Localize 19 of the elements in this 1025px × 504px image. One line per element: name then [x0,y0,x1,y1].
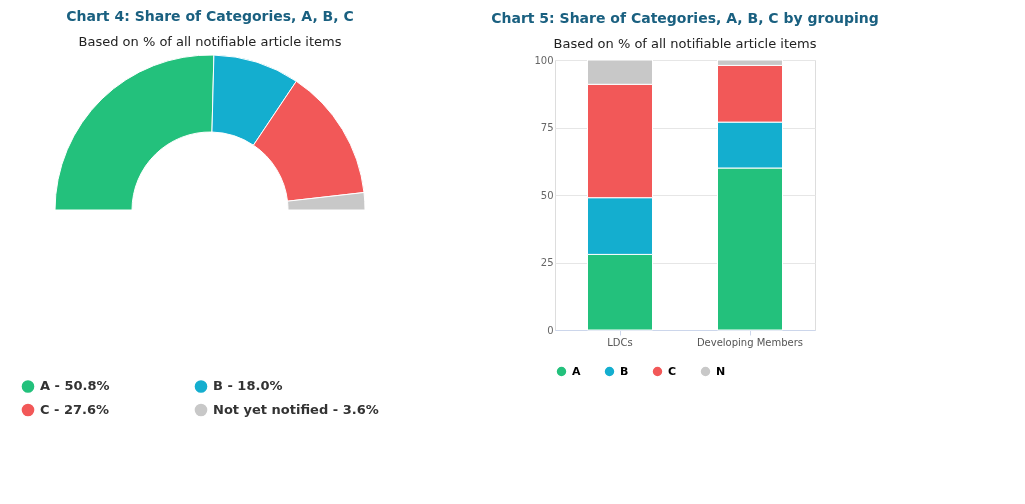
y-tick-label: 100 [534,54,554,66]
legend-label: B [620,364,629,378]
legend-label: A - 50.8% [40,378,110,394]
legend-label: N [716,364,726,378]
legend-label: C [668,364,677,378]
chart-subtitle: Based on % of all notifiable article items [78,34,342,49]
x-tick-label: LDCs [607,336,633,348]
legend-label: Not yet notified - 3.6% [213,402,379,417]
y-tick-label: 75 [540,122,554,133]
y-tick-label: 0 [547,324,554,336]
legend-label: C - 27.6% [40,402,110,417]
y-tick-label: 50 [540,189,554,201]
x-tick-label: Developing Members [696,336,804,348]
chart-title: Chart 5: Share of Categories, A, B, C by grouping [491,10,879,26]
chart-subtitle: Based on % of all notifiable article items [553,36,817,51]
legend-label: A [572,364,581,378]
legend-label: B - 18.0% [213,378,283,394]
y-tick-label: 25 [540,257,554,268]
chart-title: Chart 4: Share of Categories, A, B, C [66,8,354,24]
